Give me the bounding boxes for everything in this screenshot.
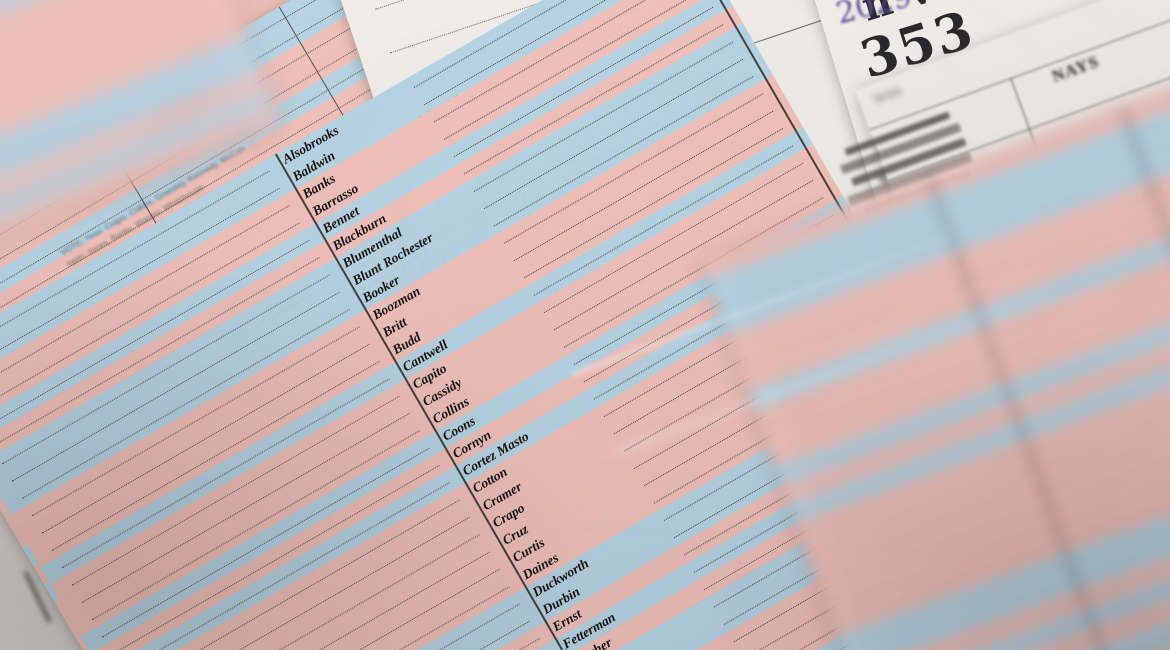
back-nays-header: NAYS (1049, 51, 1102, 87)
back-sheet-note: was (870, 80, 905, 108)
